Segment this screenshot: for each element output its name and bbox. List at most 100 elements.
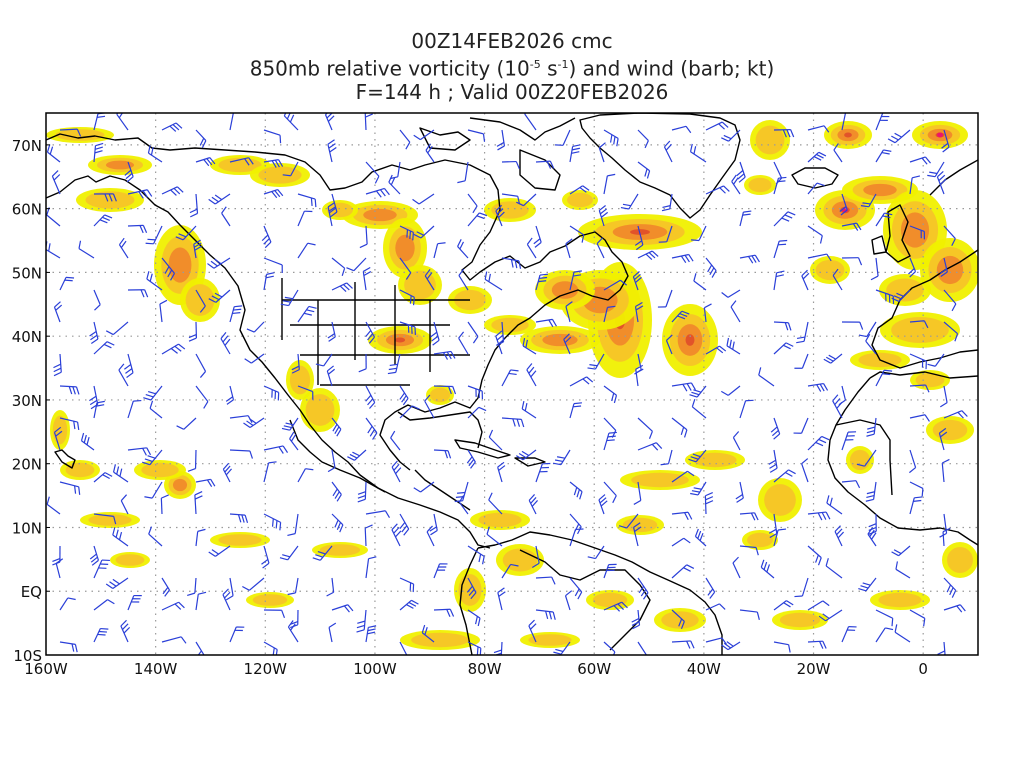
wind-barb: [497, 461, 506, 483]
wind-barb: [807, 600, 830, 611]
wind-barb: [704, 492, 714, 515]
wind-barb: [429, 513, 438, 536]
wind-barb: [53, 353, 62, 377]
wind-barb: [637, 641, 648, 655]
wind-barb: [424, 394, 435, 419]
wind-barb: [665, 334, 673, 355]
wind-barb: [875, 289, 895, 304]
wind-barb: [433, 449, 452, 459]
wind-barb: [773, 342, 794, 355]
wind-barb: [773, 270, 785, 291]
wind-barb: [225, 577, 234, 601]
wind-barb: [598, 205, 609, 227]
wind-barb: [188, 321, 198, 342]
wind-barb: [637, 129, 649, 149]
wind-barb: [147, 145, 163, 163]
lon-label: 20W: [797, 660, 831, 678]
wind-barb: [832, 268, 843, 291]
wind-barb: [658, 225, 673, 243]
wind-barb: [603, 173, 616, 195]
lat-label: 10S: [13, 647, 42, 665]
wind-barb: [839, 193, 848, 216]
wind-barb: [773, 176, 787, 195]
wind-barb: [688, 449, 707, 463]
wind-barb: [736, 161, 746, 183]
wind-barb: [943, 604, 966, 613]
wind-barb: [365, 417, 378, 440]
wind-barb: [399, 577, 415, 593]
wind-barb: [794, 577, 809, 598]
wind-barb: [705, 257, 717, 278]
wind-barb: [161, 343, 186, 355]
wind-barb: [399, 405, 420, 419]
wind-barb: [735, 481, 744, 503]
wind-barb: [127, 289, 149, 298]
wind-barb: [246, 321, 265, 333]
wind-barb: [671, 470, 695, 483]
wind-barb: [637, 417, 653, 439]
wind-barb: [773, 600, 794, 611]
wind-barb: [327, 321, 336, 342]
wind-barb: [80, 432, 95, 451]
wind-barb: [127, 447, 152, 456]
wind-barb: [927, 161, 945, 178]
wind-barb: [399, 513, 410, 536]
wind-barb: [467, 129, 486, 142]
wind-barb: [46, 144, 61, 163]
wind-barb: [195, 157, 216, 167]
wind-barb: [59, 641, 78, 653]
wind-barb: [359, 225, 368, 249]
wind-barb: [603, 279, 628, 291]
wind-barb: [220, 331, 231, 355]
wind-barb: [143, 385, 163, 401]
wind-barb: [497, 587, 506, 611]
wind-barb: [870, 257, 879, 281]
wind-barb: [731, 174, 741, 195]
wind-barb: [793, 417, 809, 434]
wind-barb: [875, 609, 894, 627]
wind-barb: [858, 321, 877, 338]
wind-barb: [331, 513, 344, 533]
wind-barb: [705, 185, 730, 195]
wind-barb: [773, 211, 796, 227]
wind-barb: [279, 545, 299, 561]
wind-barb: [149, 400, 163, 419]
wind-barb: [496, 321, 505, 346]
wind-barb: [466, 577, 477, 600]
wind-barb: [807, 640, 827, 649]
wind-barb: [671, 609, 685, 630]
wind-barb: [161, 186, 184, 196]
wind-barb: [458, 331, 469, 355]
wind-barb: [120, 619, 131, 643]
wind-barb: [515, 449, 537, 461]
wind-barb: [526, 237, 537, 259]
wind-barb: [326, 577, 335, 597]
wind-barb: [315, 353, 333, 367]
wind-barb: [496, 129, 506, 151]
wind-barb: [454, 481, 469, 503]
wind-barb: [739, 399, 754, 419]
wind-barb: [632, 271, 642, 291]
lat-label: 20N: [12, 456, 42, 474]
wind-barb: [146, 271, 163, 291]
wind-barb: [391, 523, 402, 547]
wind-barb: [660, 449, 673, 466]
wind-barb: [895, 561, 911, 579]
wind-barb: [263, 129, 282, 144]
wind-barb: [694, 528, 707, 547]
wind-barb: [195, 289, 206, 313]
wind-barb: [637, 161, 651, 179]
wind-barb: [495, 204, 505, 227]
wind-barb: [93, 400, 105, 419]
wind-barb: [261, 225, 272, 249]
wind-barb: [159, 299, 168, 323]
wind-barb: [488, 492, 503, 515]
wind-barb: [841, 113, 847, 131]
wind-barb: [705, 121, 729, 131]
wind-barb: [618, 513, 639, 529]
wind-barb: [603, 641, 616, 655]
wind-barb: [467, 609, 481, 627]
wind-barb: [399, 385, 409, 406]
wind-barb: [327, 202, 337, 227]
wind-barb: [818, 609, 843, 622]
